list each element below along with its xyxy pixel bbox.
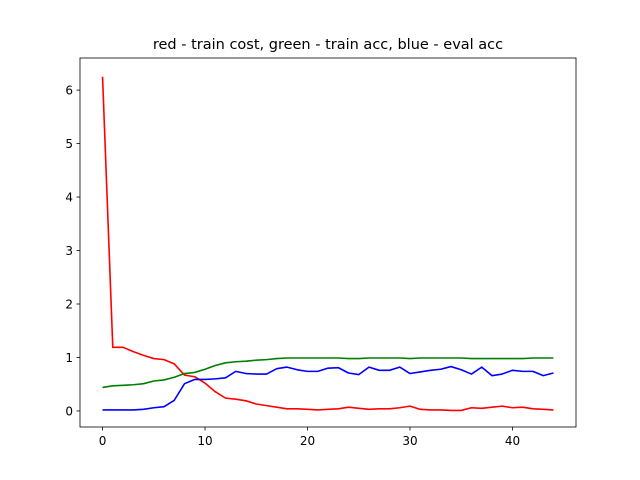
x-tick-label: 20: [300, 434, 315, 448]
x-tick-label: 40: [505, 434, 520, 448]
x-tick-label: 30: [402, 434, 417, 448]
plot-frame: [79, 57, 577, 428]
y-tick-label: 3: [65, 244, 73, 258]
x-axis-ticks: 0 10 20 30 40: [99, 427, 520, 448]
y-axis-ticks: 0 1 2 3 4 5 6: [65, 83, 80, 418]
chart-title: red - train cost, green - train acc, blu…: [153, 37, 503, 53]
y-tick-label: 6: [65, 83, 73, 97]
y-tick-label: 5: [65, 137, 73, 151]
y-tick-label: 4: [65, 190, 73, 204]
y-tick-label: 2: [65, 297, 73, 311]
series-line-2: [102, 365, 554, 411]
x-tick-label: 10: [197, 434, 212, 448]
series-line-0: [101, 76, 554, 412]
plot-lines: [101, 76, 554, 412]
y-tick-label: 1: [65, 351, 73, 365]
x-tick-label: 0: [99, 434, 107, 448]
y-tick-label: 0: [65, 404, 73, 418]
